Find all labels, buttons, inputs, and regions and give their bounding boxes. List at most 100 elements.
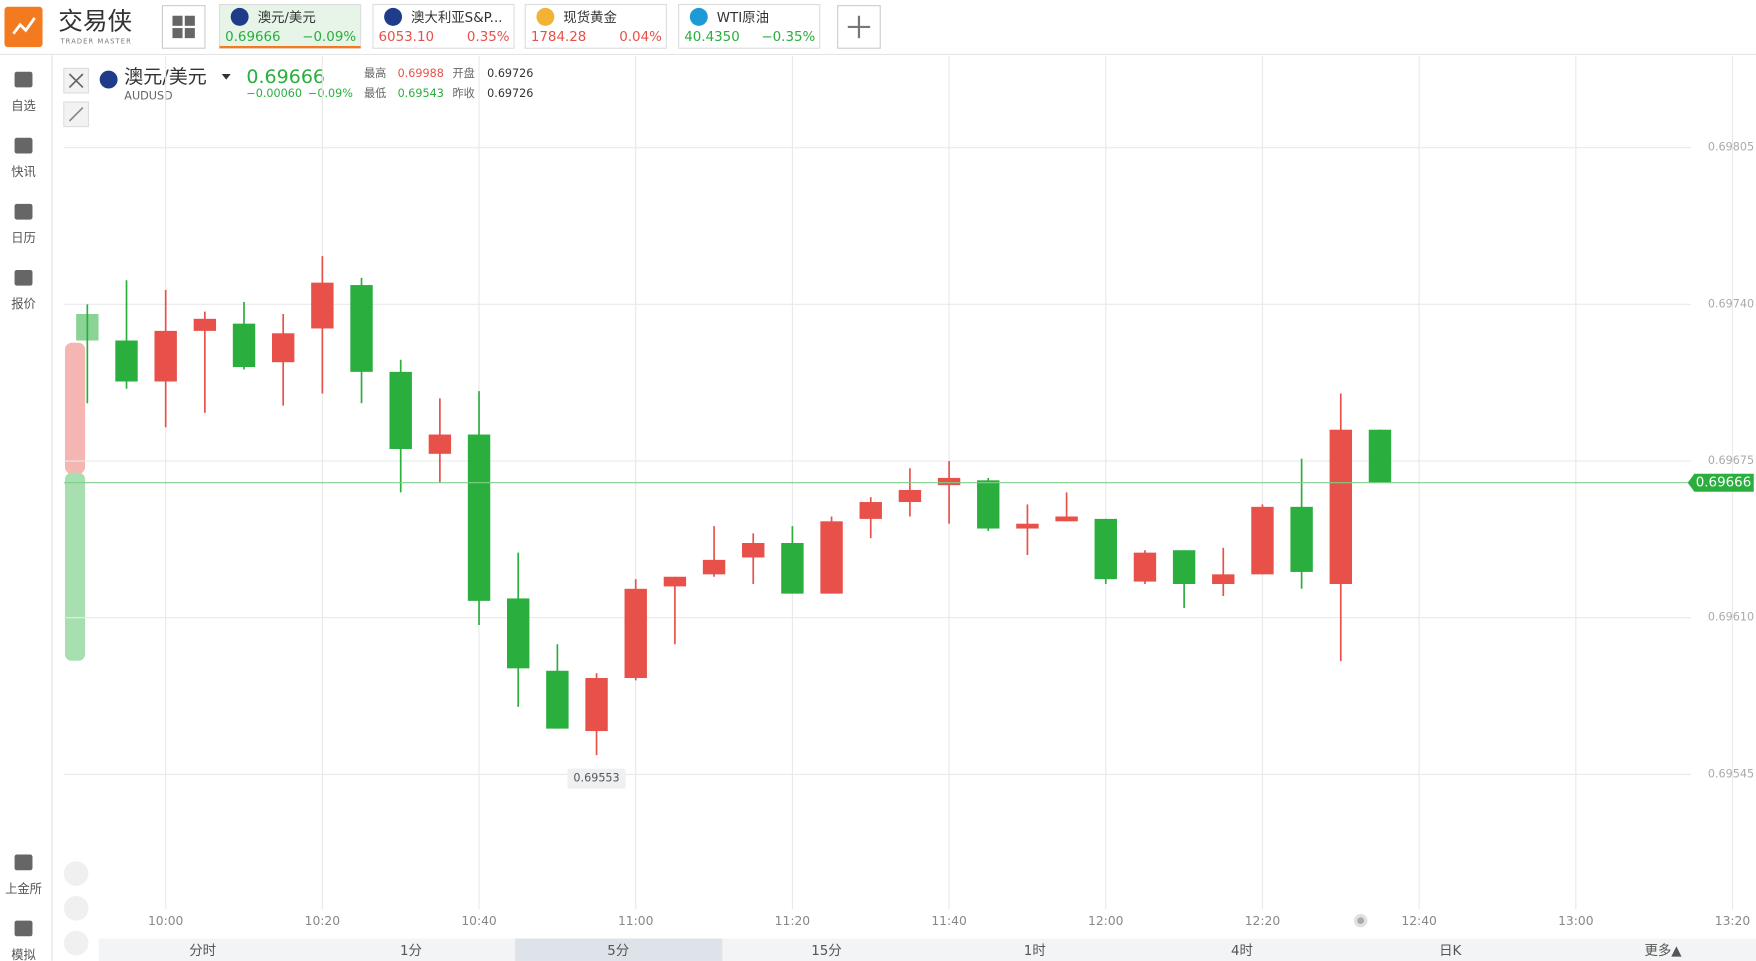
low-annotation: 0.69553 [573, 772, 619, 785]
candle-body [507, 598, 530, 669]
tab-name: 现货黄金 [563, 9, 617, 26]
logo-sub: TRADER MASTER [59, 38, 131, 46]
period[interactable]: 1时 [1024, 943, 1046, 959]
flag [99, 70, 118, 89]
candle-body [350, 285, 373, 372]
x-tick-label: 11:40 [931, 914, 966, 928]
side-label[interactable]: 快讯 [11, 165, 36, 179]
side-label[interactable]: 报价 [11, 296, 36, 311]
candle-body [1133, 552, 1157, 582]
period[interactable]: 4时 [1231, 943, 1253, 959]
candle-body [937, 477, 961, 486]
y-tick-label: 0.69805 [1708, 141, 1754, 154]
current-dot-inner [1357, 917, 1365, 924]
tab-icon [230, 7, 249, 26]
tab-change: −0.35% [761, 30, 815, 45]
candle-body [1055, 516, 1078, 522]
side-label[interactable]: 日历 [11, 231, 36, 245]
tab-price: 40.4350 [684, 30, 740, 45]
open: 0.69726 [487, 67, 533, 80]
candle-body [115, 340, 138, 382]
x-tick-label: 10:20 [305, 914, 340, 928]
period[interactable]: 1分 [400, 943, 422, 959]
candle-body [193, 318, 217, 331]
x-tick-label: 12:00 [1088, 914, 1123, 928]
side-label[interactable]: 自选 [11, 99, 36, 113]
high-label: 最高 [364, 66, 386, 80]
side-icon[interactable] [14, 71, 33, 88]
period[interactable]: 日K [1439, 944, 1462, 959]
candle-body [624, 588, 647, 679]
candle-body [389, 371, 412, 449]
tab-icon [384, 7, 403, 26]
header: 澳元/美元 AUDUSD 0.69666 −0.00060 −0.09% 最高 … [63, 66, 533, 128]
last-price-label: 0.69666 [1696, 476, 1752, 491]
tool-indicator[interactable] [63, 930, 89, 956]
candle-body [1212, 574, 1235, 584]
period-selected [515, 938, 723, 961]
grid-icon [172, 15, 195, 39]
period[interactable]: 15分 [811, 943, 842, 959]
side-label[interactable]: 模拟 [11, 948, 36, 961]
side-label[interactable]: 上金所 [5, 881, 42, 896]
candle-body [1172, 550, 1196, 584]
low-label: 最低 [364, 87, 386, 100]
shrink-icon [68, 106, 84, 122]
prev: 0.69726 [487, 87, 533, 100]
x-tick-label: 10:00 [148, 914, 183, 928]
tabs: 澳元/美元 0.69666 −0.09% 澳大利亚S&P... 6053.10 0.35%… [218, 3, 821, 49]
tab-icon [536, 7, 555, 26]
side-icon[interactable] [14, 269, 33, 286]
candle-body [546, 670, 569, 729]
candle-body [232, 323, 256, 368]
period[interactable]: 更多▲ [1644, 942, 1682, 959]
candle-body [977, 480, 1000, 529]
tools [63, 861, 89, 956]
x-tick-label: 11:00 [618, 914, 653, 928]
logo: 交易侠 [58, 6, 132, 35]
change-pct: −0.09% [308, 87, 353, 100]
chart: 10:00 10:20 10:40 11:00 11:20 11:40 12:00 12:20… [63, 56, 1754, 928]
low-annotation-bg [567, 768, 626, 789]
close-icon [68, 73, 84, 89]
tab-change: 0.04% [619, 30, 662, 45]
tab[interactable] [218, 3, 362, 49]
range-bar-bottom [64, 472, 86, 661]
tab-name: WTI原油 [717, 10, 769, 26]
candle-body [467, 434, 491, 601]
tab-change: −0.09% [302, 30, 356, 45]
tool-draw[interactable] [63, 895, 89, 921]
period-bar: 分时 1分 5分 15分 1时 4时 日K 更多▲ [98, 938, 1756, 961]
tool-candle[interactable] [63, 861, 89, 886]
tab-change: 0.35% [467, 30, 510, 45]
side-icon[interactable] [14, 137, 33, 154]
candle-body [76, 313, 99, 341]
period[interactable]: 分时 [189, 943, 216, 959]
tab-active-line [219, 45, 361, 49]
side-icon[interactable] [14, 203, 33, 220]
low: 0.69543 [398, 87, 444, 100]
tab-price: 1784.28 [531, 30, 587, 45]
layout-button[interactable] [161, 5, 206, 49]
y-tick-label: 0.69740 [1708, 297, 1754, 310]
period[interactable]: 5分 [607, 943, 629, 959]
tab[interactable] [678, 3, 821, 49]
candle-body [428, 434, 452, 454]
tab-price: 6053.10 [379, 30, 435, 45]
shrink-button[interactable] [63, 101, 90, 128]
tab-price: 0.69666 [225, 30, 281, 45]
price: 0.69666 [246, 66, 325, 88]
candle-body [1329, 429, 1352, 584]
plus-icon [847, 15, 871, 39]
side-icon[interactable] [14, 854, 33, 871]
top-bar: 交易侠 TRADER MASTER 澳元/美元 0.69666 −0.09% 澳大利亚… [0, 0, 1756, 55]
candle-body [898, 489, 922, 503]
side-icon[interactable] [14, 920, 33, 937]
x-tick-label: 13:00 [1558, 914, 1593, 928]
candle-body [1094, 518, 1117, 580]
candle-body [1290, 506, 1313, 572]
y-tick-label: 0.69610 [1708, 611, 1754, 624]
dropdown[interactable] [221, 73, 231, 80]
